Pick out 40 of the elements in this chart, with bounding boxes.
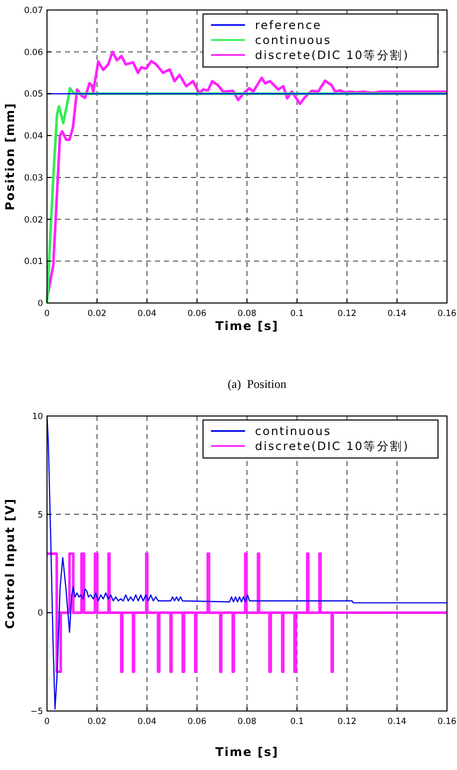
y-tick-label: 0.03: [24, 173, 43, 184]
x-tick-label: 0.14: [388, 309, 406, 319]
y-tick-label: 0: [38, 299, 43, 309]
x-tick-label: 0.04: [138, 717, 156, 727]
x-tick-label: 0.14: [388, 717, 406, 727]
y-axis-title: Position [mm]: [3, 102, 17, 211]
x-axis-title: Time [s]: [215, 745, 279, 759]
y-tick-label: 0.01: [24, 257, 43, 268]
y-tick-label: 0.06: [24, 48, 43, 58]
x-axis-title: Time [s]: [215, 319, 279, 333]
y-tick-label: −5: [30, 707, 43, 717]
text: (a) Position: [228, 377, 286, 391]
legend-label: continuous: [255, 33, 332, 47]
x-tick-label: 0.1: [290, 309, 304, 319]
x-tick-label: 0.1: [290, 717, 304, 727]
x-tick-label: 0.16: [438, 309, 456, 319]
x-tick-label: 0: [44, 717, 50, 727]
x-tick-label: 0.02: [88, 717, 106, 727]
y-tick-label: 0.02: [24, 215, 43, 226]
y-tick-label: 0.05: [24, 90, 43, 100]
y-tick-label: 0.04: [24, 132, 43, 142]
x-tick-label: 0.12: [338, 717, 356, 727]
y-tick-label: 0.07: [24, 6, 43, 16]
legend-label: continuous: [255, 424, 332, 438]
x-tick-label: 0.16: [438, 717, 456, 727]
x-tick-label: 0.12: [338, 309, 356, 319]
x-tick-label: 0.06: [188, 309, 206, 319]
x-tick-label: 0.08: [238, 717, 256, 727]
legend-label: discrete(DIC 10等分割): [255, 439, 410, 453]
x-tick-label: 0.02: [88, 309, 106, 319]
x-tick-label: 0.08: [238, 309, 256, 319]
y-tick-label: 10: [32, 412, 43, 422]
legend-label: reference: [255, 18, 322, 32]
x-tick-label: 0.04: [138, 309, 156, 319]
legend-label: discrete(DIC 10等分割): [255, 48, 410, 62]
y-axis-title: Control Input [V]: [3, 498, 17, 630]
x-tick-label: 0.06: [188, 717, 206, 727]
y-tick-label: 0: [38, 608, 43, 619]
y-tick-label: 5: [38, 510, 43, 520]
x-tick-label: 0: [44, 309, 50, 319]
